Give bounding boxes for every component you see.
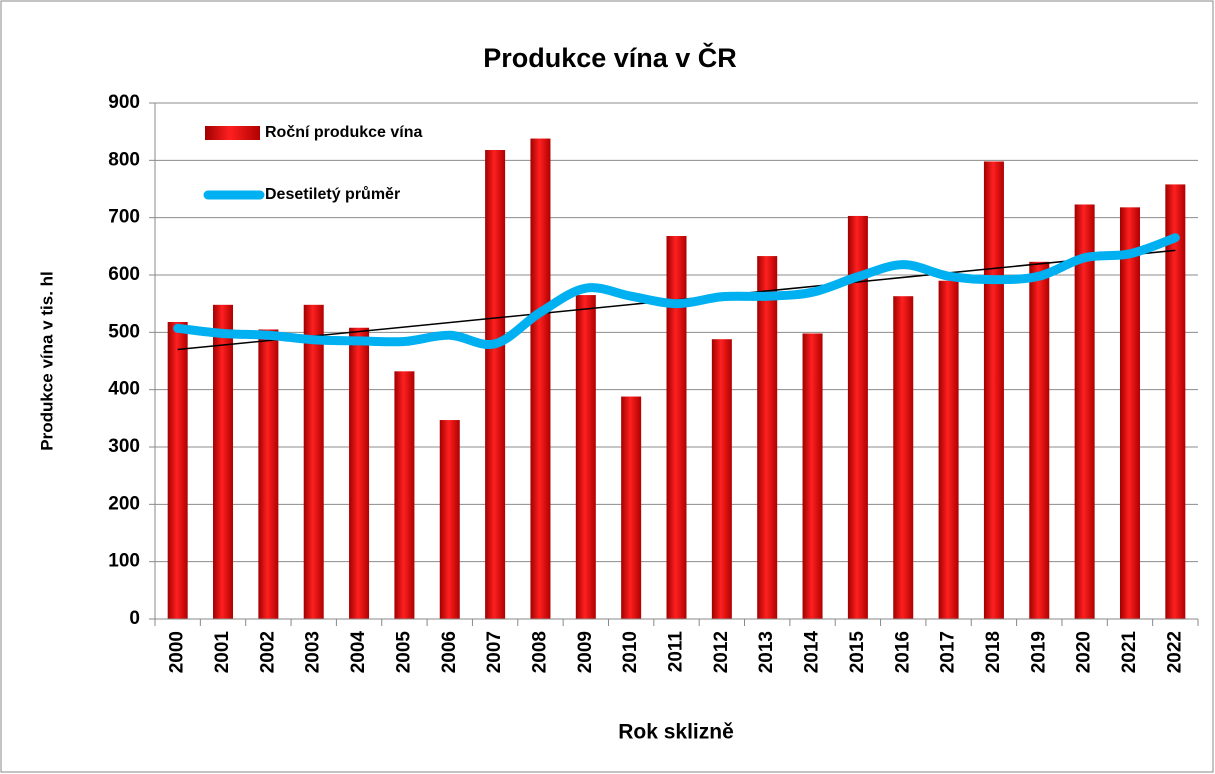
bar: [1119, 207, 1140, 619]
y-tick-label: 700: [108, 207, 140, 228]
bar: [1165, 184, 1186, 619]
bar: [847, 215, 868, 620]
bar: [621, 396, 642, 619]
y-tick-label: 300: [108, 436, 140, 457]
bar: [485, 150, 506, 619]
y-tick-label: 900: [108, 92, 140, 113]
bar: [349, 327, 370, 619]
legend-label: Roční produkce vína: [265, 124, 422, 141]
x-tick-label: 2020: [1074, 631, 1095, 673]
x-tick-label: 2008: [529, 631, 550, 673]
y-tick-label: 0: [129, 608, 140, 629]
bar: [303, 304, 324, 619]
chart-title: Produkce vína v ČR: [483, 42, 737, 73]
bar: [394, 371, 415, 619]
y-tick-label: 800: [108, 149, 140, 170]
bar: [983, 161, 1004, 620]
x-tick-label: 2021: [1119, 631, 1140, 674]
bar: [530, 138, 551, 619]
x-tick-label: 2006: [439, 631, 460, 673]
x-tick-label: 2005: [393, 631, 414, 674]
y-tick-label: 100: [108, 551, 140, 572]
bar: [711, 339, 732, 619]
bar: [1074, 204, 1095, 620]
x-tick-label: 2009: [575, 631, 596, 673]
bar: [258, 329, 279, 619]
bar: [893, 296, 914, 619]
y-tick-label: 200: [108, 493, 140, 514]
x-tick-label: 2007: [484, 631, 505, 673]
x-tick-label: 2003: [303, 631, 324, 673]
x-tick-label: 2015: [847, 631, 868, 674]
bar: [575, 295, 596, 619]
y-tick-label: 500: [108, 321, 140, 342]
y-tick-label: 400: [108, 379, 140, 400]
bar: [1029, 261, 1050, 619]
x-tick-label: 2017: [938, 631, 959, 673]
legend-label: Desetiletý průměr: [265, 186, 400, 203]
bar: [802, 333, 823, 619]
bar: [666, 236, 687, 619]
x-tick-label: 2012: [711, 631, 732, 673]
x-axis-label: Rok sklizně: [618, 721, 734, 744]
y-axis-label: Produkce vína v tis. hl: [37, 271, 56, 451]
bar: [938, 280, 959, 619]
line: [173, 233, 1180, 350]
x-tick-label: 2018: [983, 631, 1004, 673]
x-tick-label: 2014: [802, 631, 823, 674]
x-tick-label: 2019: [1028, 631, 1049, 673]
x-tick-label: 2002: [257, 631, 278, 673]
bar: [213, 304, 234, 619]
legend-swatch: [205, 126, 260, 140]
x-tick-label: 2004: [348, 631, 369, 674]
x-tick-label: 2013: [756, 631, 777, 673]
x-tick-label: 2010: [620, 631, 641, 673]
x-tick-label: 2001: [212, 631, 233, 674]
x-tick-label: 2000: [167, 631, 188, 673]
bar: [757, 256, 778, 619]
x-tick-label: 2022: [1164, 631, 1185, 673]
x-tick-label: 2011: [666, 631, 687, 673]
bar: [167, 322, 188, 619]
x-tick-label: 2016: [892, 631, 913, 673]
y-tick-label: 600: [108, 264, 140, 285]
bar: [439, 420, 460, 619]
